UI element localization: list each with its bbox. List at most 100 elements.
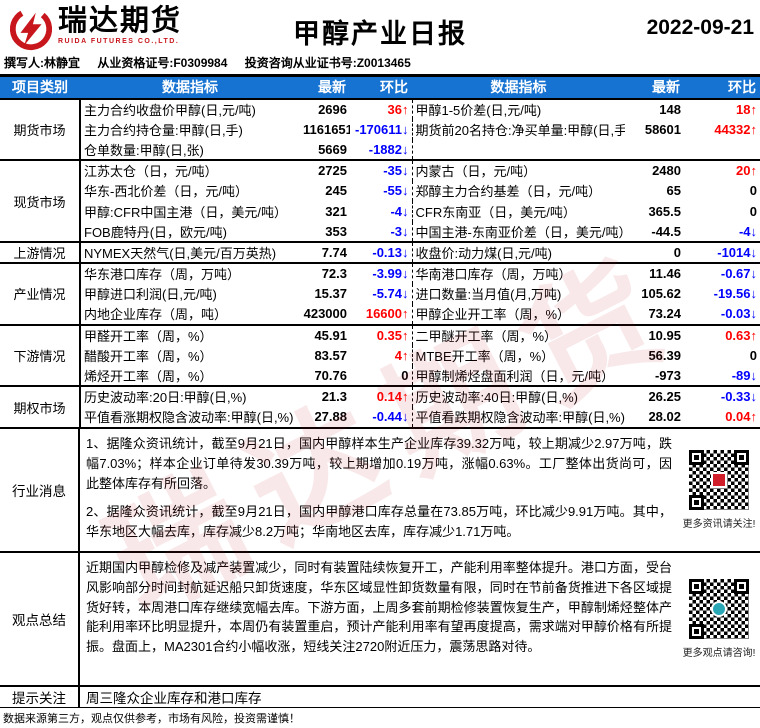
change-value: -89↓	[731, 367, 757, 383]
category-cell: 下游情况	[0, 323, 81, 386]
latest-value: -973	[654, 367, 681, 383]
table-row: 甲醇:CFR中国主港（日，美元/吨） 321 -4↓ CFR东南亚（日，美元/吨） 36…	[0, 201, 760, 222]
change-value: -0.67↓	[684, 262, 760, 284]
category-cell: 上游情况	[0, 241, 81, 263]
col-header-latest-left: 最新	[300, 76, 350, 100]
brand-subtitle: RUIDA FUTURES CO.,LTD.	[58, 37, 180, 45]
latest-value: 1161651	[303, 121, 350, 137]
latest-value: 0	[625, 241, 684, 263]
industry-news-content: 1、据隆众资讯统计，截至9月21日，国内甲醇样本生产企业库存39.32万吨，较上…	[80, 429, 678, 551]
category-cell: 现货市场	[0, 159, 81, 242]
change-value: -35↓	[350, 159, 412, 181]
indicator-label: 期货前20名持仓:净买单量:甲醇(日,手)	[411, 119, 625, 140]
change-value: -55↓	[383, 183, 409, 199]
indicator-label: 烯烃开工率（周，%）	[84, 368, 213, 384]
table-row: 产业情况 华东港口库存（周，万吨） 72.3 -3.99↓ 华南港口库存（周，万吨） 11…	[0, 262, 760, 325]
brand-logo: 瑞达期货 RUIDA FUTURES CO.,LTD.	[8, 5, 182, 52]
section-tip: 提示关注 周三隆众企业库存和港口库存	[0, 685, 760, 708]
indicator-label: 主力合约持仓量:甲醇(日,手)	[84, 122, 243, 138]
viewpoint-content: 近期国内甲醇检修及减产装置减少，同时有装置陆续恢复开工，产能利用率整体提升。港口…	[80, 553, 678, 685]
indicator-label: 收盘价:动力煤(日,元/吨)	[411, 241, 625, 263]
change-value: -3↓	[390, 223, 409, 239]
table-row: 内地企业库存（周，吨） 423000 16600↑ 甲醇企业开工率（周，%） 73.24…	[0, 304, 760, 325]
col-header-indicator-left: 数据指标	[80, 76, 300, 100]
latest-value: 5669	[318, 141, 347, 157]
change-value: 0	[401, 367, 409, 383]
indicator-label: 中国主港-东南亚价差（日，美元/吨）	[411, 221, 625, 242]
category-viewpoint: 观点总结	[0, 553, 80, 685]
latest-value: 7.74	[300, 241, 350, 263]
indicator-label: 郑醇主力合约基差（日，元/吨）	[411, 180, 625, 201]
table-row: 期货市场 主力合约收盘价甲醇(日,元/吨) 2696 36↑ 甲醇1-5价差(日,元/吨…	[0, 97, 760, 160]
change-value: 44332↑	[714, 121, 757, 137]
table-row: 上游情况 NYMEX天然气(日,美元/百万英热) 7.74 -0.13↓ 收盘价:动力煤…	[0, 241, 760, 263]
col-header-change-right: 环比	[684, 76, 760, 100]
latest-value: 83.57	[314, 347, 347, 363]
indicator-label: 甲醇制烯烃盘面利润（日，元/吨）	[411, 365, 625, 386]
latest-value: 72.3	[300, 262, 350, 284]
latest-value: 56.39	[648, 347, 681, 363]
indicator-label: 华东-西北价差（日，元/吨）	[84, 184, 248, 200]
latest-value: 245	[325, 183, 347, 199]
table-row: 下游情况 甲醛开工率（周，%） 45.91 0.35↑ 二甲醚开工率（周，%） 10.95…	[0, 323, 760, 386]
latest-value: 28.02	[648, 409, 681, 425]
indicator-label: CFR东南亚（日，美元/吨）	[411, 201, 625, 222]
latest-value: 365.5	[648, 203, 681, 219]
indicator-label: 主力合约收盘价甲醇(日,元/吨)	[80, 97, 300, 119]
indicator-label: 平值看涨期权隐含波动率:甲醇(日,%)	[84, 410, 294, 426]
table-body: 期货市场 主力合约收盘价甲醇(日,元/吨) 2696 36↑ 甲醇1-5价差(日,元/吨…	[0, 97, 760, 427]
indicator-table: 项目类别 数据指标 最新 环比 数据指标 最新 环比 期货市场 主力合约收盘价甲醇…	[0, 76, 760, 427]
change-value: 20↑	[684, 159, 760, 181]
latest-value: 2480	[625, 159, 684, 181]
table-row: 烯烃开工率（周，%） 70.76 0 甲醇制烯烃盘面利润（日，元/吨） -973 -89↓	[0, 365, 760, 386]
latest-value: 58601	[644, 121, 681, 137]
latest-value	[625, 140, 684, 161]
indicator-label: 甲醇企业开工率（周，%）	[411, 304, 625, 325]
change-value: -0.44↓	[372, 409, 409, 425]
latest-value: 321	[325, 203, 347, 219]
table-row: 现货市场 江苏太仓（日，元/吨） 2725 -35↓ 内蒙古（日，元/吨） 2480 20↑	[0, 159, 760, 242]
change-value: -3.99↓	[350, 262, 412, 284]
latest-value: 65	[666, 183, 681, 199]
change-value: 16600↑	[365, 306, 409, 322]
table-row: 华东-西北价差（日，元/吨） 245 -55↓ 郑醇主力合约基差（日，元/吨） 65 0	[0, 180, 760, 201]
latest-value: 21.3	[300, 385, 350, 407]
indicator-label: 进口数量:当月值(月,万吨)	[411, 283, 625, 304]
change-value: -1882↓	[368, 141, 409, 157]
indicator-label: 甲醇:CFR中国主港（日，美元/吨）	[84, 204, 287, 220]
change-value: -170611↓	[355, 121, 409, 137]
latest-value: 73.24	[648, 306, 681, 322]
indicator-label: 江苏太仓（日，元/吨）	[80, 159, 300, 181]
change-value: 36↑	[350, 97, 412, 119]
change-value	[684, 140, 760, 161]
table-row: 主力合约持仓量:甲醇(日,手) 1161651 -170611↓ 期货前20名持仓:净…	[0, 119, 760, 140]
table-row: 甲醇进口利润(日,元/吨) 15.37 -5.74↓ 进口数量:当月值(月,万吨) 10…	[0, 283, 760, 304]
latest-value: 45.91	[300, 323, 350, 345]
qr-code-news	[689, 450, 749, 510]
news-paragraph: 1、据隆众资讯统计，截至9月21日，国内甲醇样本生产企业库存39.32万吨，较上…	[86, 436, 672, 491]
indicator-label	[411, 139, 625, 160]
qr-code-viewpoint	[689, 579, 749, 639]
latest-value: 423000	[303, 306, 347, 322]
category-industry-news: 行业消息	[0, 429, 80, 551]
report-title: 甲醇产业日报	[293, 19, 467, 49]
indicator-label: FOB鹿特丹(日，欧元/吨)	[84, 224, 227, 240]
category-cell: 产业情况	[0, 262, 81, 325]
indicator-label: 醋酸开工率（周，%）	[84, 348, 213, 364]
indicator-label: 华南港口库存（周，万吨）	[411, 262, 625, 284]
section-viewpoint: 观点总结 近期国内甲醇检修及减产装置减少，同时有装置陆续恢复开工，产能利用率整体…	[0, 551, 760, 685]
change-value: 0.14↑	[350, 385, 412, 407]
latest-value: 105.62	[641, 286, 681, 302]
table-header-row: 项目类别 数据指标 最新 环比 数据指标 最新 环比	[0, 76, 760, 100]
tip-text: 周三隆众企业库存和港口库存	[86, 691, 262, 706]
qr-caption-news: 更多资讯请关注!	[682, 519, 756, 530]
category-cell: 期权市场	[0, 385, 81, 427]
indicator-label: MTBE开工率（周，%）	[411, 345, 625, 366]
latest-value: 27.88	[314, 409, 347, 425]
change-value: -4↓	[390, 203, 409, 219]
indicator-label: 仓单数量:甲醇(日,张)	[84, 142, 204, 158]
latest-value: 26.25	[625, 385, 684, 407]
latest-value: 70.76	[314, 367, 347, 383]
category-cell: 期货市场	[0, 97, 81, 160]
